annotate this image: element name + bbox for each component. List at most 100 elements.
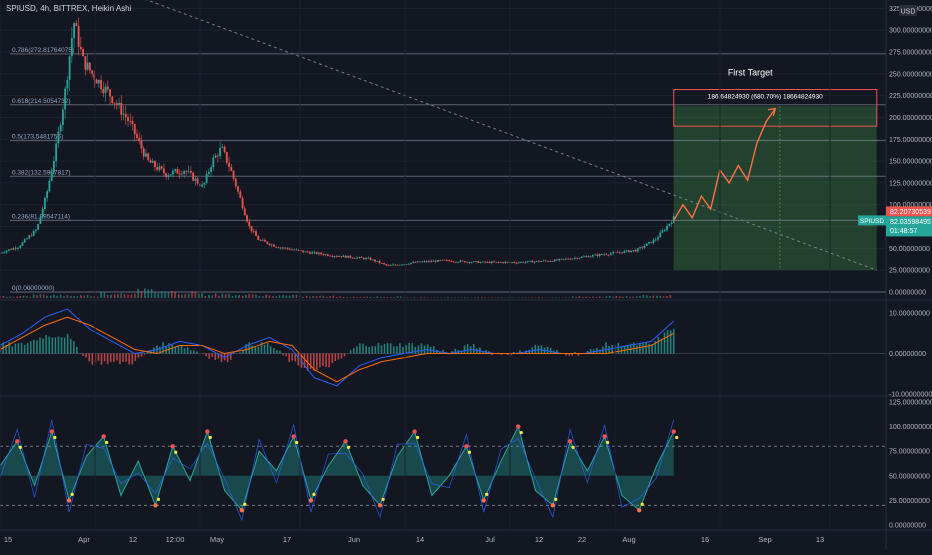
volume-bar bbox=[252, 294, 254, 298]
volume-bar bbox=[286, 296, 288, 298]
volume-bar bbox=[269, 295, 271, 298]
candle-body bbox=[57, 131, 59, 143]
volume-bar bbox=[67, 295, 69, 298]
candle-body bbox=[520, 262, 522, 263]
volume-bar bbox=[120, 293, 122, 298]
candle-body bbox=[114, 103, 116, 104]
candle-body bbox=[641, 247, 643, 248]
candle-body bbox=[659, 233, 661, 238]
macd-histogram-bar bbox=[193, 351, 195, 354]
candle-body bbox=[282, 248, 284, 249]
candle-body bbox=[433, 261, 435, 262]
candle-body bbox=[581, 257, 583, 258]
macd-histogram-bar bbox=[267, 343, 269, 353]
candle-body bbox=[26, 238, 28, 239]
macd-histogram-bar bbox=[402, 347, 404, 354]
candle-body bbox=[383, 263, 385, 264]
volume-bar bbox=[646, 295, 648, 298]
oscillator-signal-dot bbox=[205, 429, 209, 433]
candle-body bbox=[345, 256, 347, 258]
volume-bar bbox=[30, 297, 32, 298]
x-tick-label: Sep bbox=[758, 535, 771, 544]
volume-bar bbox=[191, 291, 193, 298]
macd-panel[interactable] bbox=[0, 309, 886, 386]
candle-body bbox=[331, 256, 333, 257]
volume-bar bbox=[53, 295, 55, 298]
volume-bar bbox=[555, 297, 557, 298]
candle-body bbox=[116, 103, 118, 105]
candle-body bbox=[468, 262, 470, 263]
macd-histogram-bar bbox=[624, 346, 626, 354]
volume-bar bbox=[659, 296, 661, 298]
macd-histogram-bar bbox=[82, 354, 84, 357]
candle-body bbox=[495, 262, 497, 263]
volume-bar bbox=[3, 296, 5, 298]
candle-body bbox=[415, 262, 417, 263]
volume-bar bbox=[501, 297, 503, 298]
volume-bar bbox=[245, 295, 247, 298]
macd-histogram-bar bbox=[473, 344, 475, 353]
candle-body bbox=[565, 259, 567, 260]
candle-body bbox=[257, 236, 259, 240]
candle-body bbox=[201, 185, 203, 187]
macd-histogram-bar bbox=[58, 337, 60, 354]
candle-body bbox=[484, 262, 486, 263]
first-target-label: First Target bbox=[728, 68, 773, 78]
macd-histogram-bar bbox=[113, 354, 115, 362]
volume-bar bbox=[380, 297, 382, 298]
volume-bar bbox=[110, 295, 112, 298]
candle-body bbox=[35, 230, 37, 231]
oscillator-panel[interactable] bbox=[0, 420, 886, 520]
candle-body bbox=[671, 223, 673, 224]
candle-body bbox=[327, 254, 329, 255]
volume-bar bbox=[195, 292, 197, 298]
volume-bar bbox=[636, 296, 638, 298]
volume-bar bbox=[19, 296, 21, 298]
price-panel[interactable]: 0.786(272.81764075)0.618(214.5054732)0.5… bbox=[0, 0, 886, 292]
macd-histogram-bar bbox=[270, 346, 272, 353]
candle-body bbox=[489, 262, 491, 263]
volume-bar bbox=[235, 295, 237, 298]
volume-bar bbox=[633, 297, 635, 298]
candle-body bbox=[215, 155, 217, 157]
volume-bar bbox=[491, 297, 493, 298]
macd-histogram-bar bbox=[12, 346, 14, 353]
volume-bar bbox=[218, 296, 220, 298]
macd-histogram-bar bbox=[128, 354, 130, 365]
candle-body bbox=[33, 231, 35, 236]
volume-bar bbox=[201, 293, 203, 298]
candle-body bbox=[471, 262, 473, 263]
oscillator-signal-dot bbox=[157, 498, 160, 501]
candle-body bbox=[525, 262, 527, 263]
oscillator-signal-dot bbox=[381, 498, 384, 501]
candle-body bbox=[408, 264, 410, 265]
price-tick-label: 150.00000000 bbox=[889, 159, 932, 166]
candle-body bbox=[518, 262, 520, 263]
price-label-green: 82.03598495 bbox=[890, 219, 931, 226]
oscillator-signal-dot bbox=[153, 503, 157, 507]
candle-body bbox=[13, 248, 15, 250]
volume-bar bbox=[363, 297, 365, 298]
macd-histogram-bar bbox=[181, 345, 183, 353]
candle-body bbox=[235, 179, 237, 187]
oscillator-signal-dot bbox=[602, 434, 606, 438]
volume-bar bbox=[329, 296, 331, 298]
volume-bar bbox=[353, 297, 355, 298]
candle-body bbox=[500, 262, 502, 263]
oscillator-tick-label: 75.00000000 bbox=[889, 449, 930, 456]
candle-body bbox=[278, 247, 280, 248]
macd-histogram-bar bbox=[258, 347, 260, 354]
volume-bar bbox=[606, 296, 608, 298]
candle-body bbox=[561, 259, 563, 260]
macd-histogram-bar bbox=[211, 354, 213, 357]
candle-body bbox=[605, 254, 607, 255]
candle-body bbox=[71, 38, 73, 56]
candle-body bbox=[626, 250, 628, 251]
macd-histogram-bar bbox=[205, 354, 207, 357]
macd-histogram-bar bbox=[408, 343, 410, 353]
candle-body bbox=[529, 261, 531, 262]
price-tick-label: 250.00000000 bbox=[889, 71, 932, 78]
